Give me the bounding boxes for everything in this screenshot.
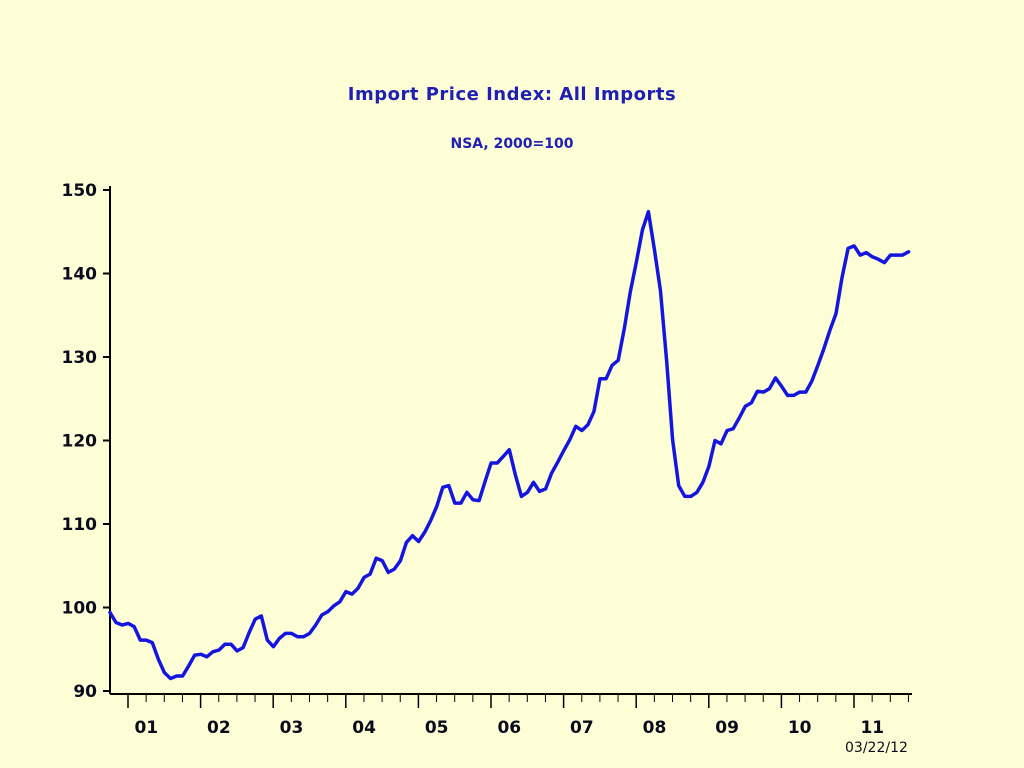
x-tick-label: 07 — [570, 718, 594, 738]
y-tick-label: 130 — [62, 348, 98, 368]
x-tick-label: 08 — [643, 718, 667, 738]
y-tick-label: 90 — [73, 682, 97, 702]
date-stamp: 03/22/12 — [845, 740, 908, 756]
y-tick-label: 110 — [62, 515, 98, 535]
chart-subtitle: NSA, 2000=100 — [450, 136, 573, 152]
x-tick-label: 09 — [715, 718, 739, 738]
y-tick-label: 150 — [62, 181, 98, 201]
y-axis: 90 100 110 120 130 140 150 — [62, 181, 111, 702]
x-tick-label: 10 — [788, 718, 812, 738]
x-axis: 01 02 03 04 05 06 07 08 09 10 11 — [110, 693, 912, 738]
series-layer — [108, 209, 911, 681]
x-tick-label: 05 — [425, 718, 449, 738]
chart-title: Import Price Index: All Imports — [348, 84, 676, 105]
x-tick-label: 02 — [207, 718, 231, 738]
x-tick-label: 11 — [860, 718, 884, 738]
x-tick-label: 03 — [280, 718, 304, 738]
x-tick-label: 04 — [352, 718, 376, 738]
y-tick-label: 100 — [62, 599, 98, 619]
y-tick-label: 120 — [62, 432, 98, 452]
x-tick-label: 06 — [497, 718, 521, 738]
series-line — [108, 209, 911, 681]
y-tick-label: 140 — [62, 265, 98, 285]
x-tick-label: 01 — [134, 718, 158, 738]
